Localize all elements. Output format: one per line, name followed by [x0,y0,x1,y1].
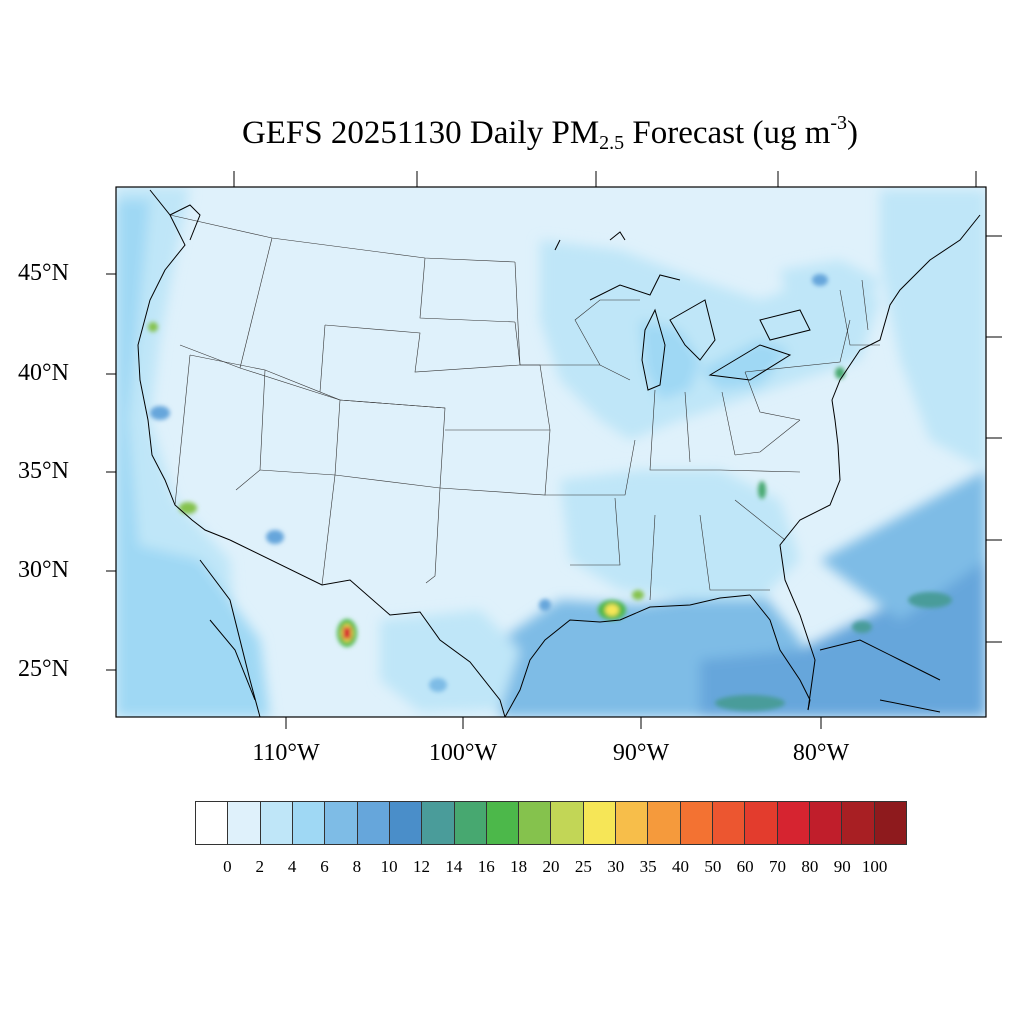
colorbar-swatch [713,802,746,844]
colorbar-swatch [422,802,455,844]
lat-label-35: 35°N [18,458,69,484]
colorbar-tick-label: 4 [287,857,297,876]
lon-label-100w: 100°W [428,740,498,766]
colorbar-tick-label: 8 [352,857,362,876]
lon-label-90w: 90°W [612,740,670,766]
colorbar-swatch [519,802,552,844]
colorbar-tick-label: 25 [574,857,592,876]
colorbar-swatch [874,802,906,844]
map-title: GEFS 20251130 Daily PM2.5 Forecast (ug m… [241,112,859,154]
state-borders [169,214,880,601]
colorbar-swatch [196,802,229,844]
colorbar-tick-label: 20 [542,857,560,876]
lat-label-30: 30°N [18,557,69,583]
map-frame [115,186,987,718]
colorbar-tick-label: 16 [477,857,495,876]
colorbar-swatch [228,802,261,844]
colorbar-tick-label: 40 [671,857,689,876]
colorbar-swatch [454,802,487,844]
colorbar-swatches [195,801,907,845]
lat-label-25: 25°N [18,656,69,682]
colorbar-swatch [551,802,584,844]
map-ticks [106,171,1002,729]
colorbar-tick-label: 60 [736,857,754,876]
colorbar-tick-label: 90 [833,857,851,876]
colorbar-tick-label: 12 [413,857,431,876]
concentration-field [116,187,986,717]
colorbar-tick-label: 50 [704,857,722,876]
colorbar-tick-label: 80 [801,857,819,876]
colorbar-tick-label: 70 [769,857,787,876]
colorbar-swatch [357,802,390,844]
colorbar-swatch [842,802,875,844]
lon-label-80w: 80°W [792,740,850,766]
colorbar-tick-label: 6 [320,857,329,876]
colorbar-swatch [616,802,649,844]
colorbar-tick-label: 100 [861,857,888,876]
lat-label-45: 45°N [18,260,69,286]
colorbar-swatch [777,802,810,844]
coastlines [137,189,981,717]
colorbar-swatch [583,802,617,844]
colorbar-swatch [292,802,326,844]
colorbar-swatch [745,802,778,844]
lat-label-40: 40°N [18,360,69,386]
colorbar-swatch [389,802,423,844]
hotspots [148,274,952,711]
colorbar-tick-label: 35 [639,857,657,876]
colorbar-swatch [809,802,843,844]
colorbar-swatch [486,802,520,844]
colorbar-tick-label: 10 [380,857,398,876]
colorbar-tick-label: 18 [510,857,528,876]
colorbar: 0 2 4 6 8 10 12 14 16 18 20 25 30 35 40 50 60 70 80 90 100 [195,801,907,876]
colorbar-swatch [325,802,358,844]
lon-label-110w: 110°W [252,740,320,766]
colorbar-tick-label: 0 [223,857,232,876]
colorbar-swatch [260,802,293,844]
colorbar-tick-label: 14 [445,857,463,876]
colorbar-tick-label: 2 [255,857,264,876]
colorbar-tick-label: 30 [607,857,625,876]
colorbar-swatch [648,802,681,844]
colorbar-swatch [680,802,713,844]
